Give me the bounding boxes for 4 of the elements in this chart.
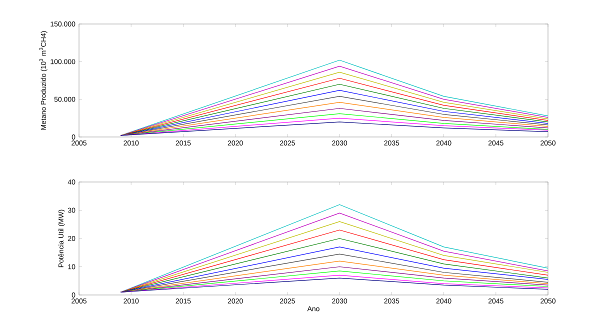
line-series (120, 274, 548, 292)
line-series (120, 122, 548, 136)
line-series (120, 278, 548, 292)
line-series (120, 260, 548, 292)
